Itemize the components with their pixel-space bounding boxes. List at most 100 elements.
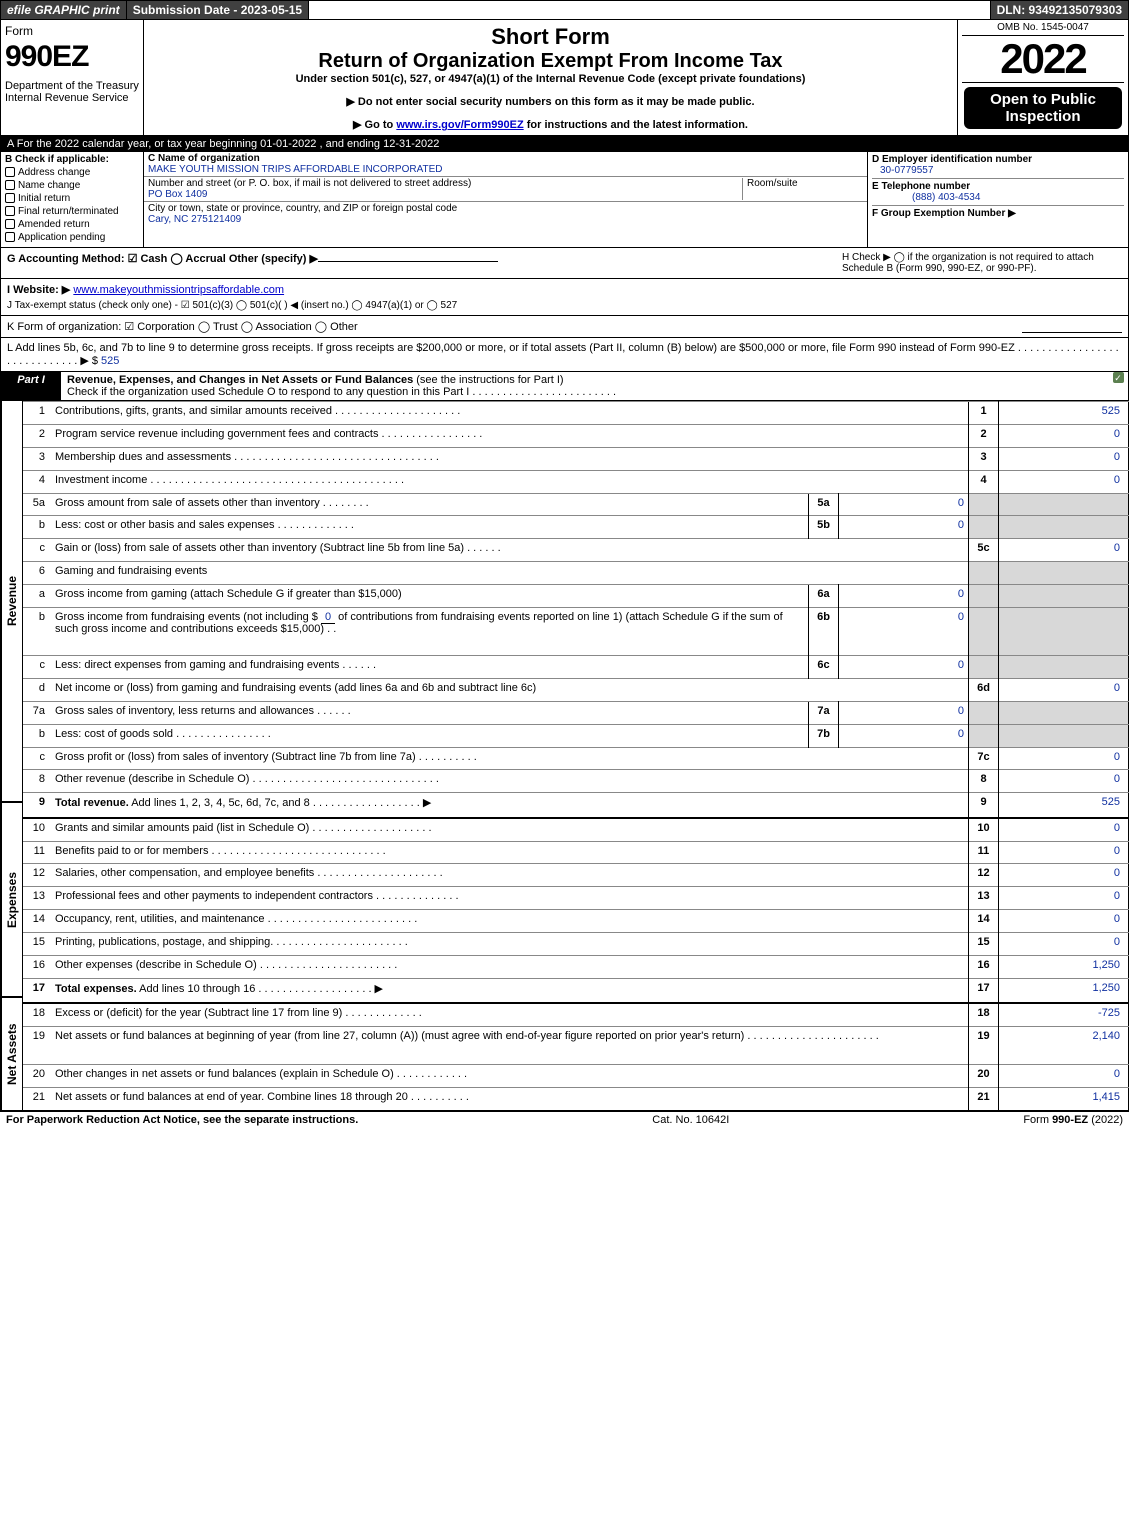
part-check: Check if the organization used Schedule … <box>67 386 616 398</box>
line-ref: 14 <box>969 910 999 933</box>
subtitle: Under section 501(c), 527, or 4947(a)(1)… <box>152 73 949 85</box>
line-ref: 11 <box>969 841 999 864</box>
line-ref: 21 <box>969 1087 999 1110</box>
g-other-input[interactable] <box>318 261 498 262</box>
line-number: 18 <box>23 1003 51 1026</box>
amount-gray <box>999 608 1129 656</box>
d-ein: D Employer identification number 30-0779… <box>872 154 1124 179</box>
line-ref: 17 <box>969 978 999 1003</box>
efile-print[interactable]: efile GRAPHIC print <box>1 1 127 19</box>
checkbox-icon[interactable] <box>5 232 15 242</box>
table-row: 3Membership dues and assessments . . . .… <box>23 447 1129 470</box>
vcol-gray <box>969 562 999 585</box>
line-number: c <box>23 656 51 679</box>
checkbox-icon[interactable] <box>5 193 15 203</box>
line-number: 16 <box>23 955 51 978</box>
checkbox-icon[interactable] <box>5 180 15 190</box>
k-other-input[interactable] <box>1022 320 1122 333</box>
table-row: 17Total expenses. Add lines 10 through 1… <box>23 978 1129 1003</box>
line-number: b <box>23 608 51 656</box>
line-ref: 19 <box>969 1027 999 1065</box>
omb-number: OMB No. 1545-0047 <box>962 22 1124 36</box>
amount: 0 <box>999 887 1129 910</box>
vcol-gray <box>969 701 999 724</box>
line-ref: 10 <box>969 818 999 841</box>
table-row: 1Contributions, gifts, grants, and simil… <box>23 402 1129 425</box>
open-inspection: Open to Public Inspection <box>964 87 1122 129</box>
topbar-spacer <box>309 1 990 19</box>
row-j: J Tax-exempt status (check only one) - ☑… <box>1 296 1128 316</box>
line-ref: 2 <box>969 424 999 447</box>
line-ref: 18 <box>969 1003 999 1026</box>
table-row: 19Net assets or fund balances at beginni… <box>23 1027 1129 1065</box>
sub-amount: 0 <box>839 724 969 747</box>
line-number: 1 <box>23 402 51 425</box>
sub-amount: 0 <box>839 608 969 656</box>
line-desc: Gain or (loss) from sale of assets other… <box>51 539 969 562</box>
submission-date: Submission Date - 2023-05-15 <box>127 1 309 19</box>
c-name-label: C Name of organization <box>148 153 260 164</box>
table-row: cGross profit or (loss) from sales of in… <box>23 747 1129 770</box>
amount: 0 <box>999 933 1129 956</box>
amount-gray <box>999 516 1129 539</box>
note-link: ▶ Go to www.irs.gov/Form990EZ for instru… <box>152 108 949 131</box>
line-number: a <box>23 585 51 608</box>
line-desc: Gross profit or (loss) from sales of inv… <box>51 747 969 770</box>
checkbox-icon[interactable] <box>5 219 15 229</box>
l-text: L Add lines 5b, 6c, and 7b to line 9 to … <box>7 342 1119 367</box>
table-row: aGross income from gaming (attach Schedu… <box>23 585 1129 608</box>
vcol-gray <box>969 585 999 608</box>
line-desc: Investment income . . . . . . . . . . . … <box>51 470 969 493</box>
amount: 0 <box>999 539 1129 562</box>
table-row: 21Net assets or fund balances at end of … <box>23 1087 1129 1110</box>
line-ref: 15 <box>969 933 999 956</box>
line-ref: 8 <box>969 770 999 793</box>
line-number: b <box>23 724 51 747</box>
irs-link[interactable]: www.irs.gov/Form990EZ <box>396 119 523 131</box>
checkbox-icon[interactable] <box>5 206 15 216</box>
line-desc: Gross income from fundraising events (no… <box>51 608 809 656</box>
note2-pre: ▶ Go to <box>353 119 396 131</box>
i-label: I Website: ▶ <box>7 284 70 296</box>
line-number: 11 <box>23 841 51 864</box>
table-row: 5aGross amount from sale of assets other… <box>23 493 1129 516</box>
amount-gray <box>999 724 1129 747</box>
side-expenses: Expenses <box>1 801 23 996</box>
amount: 525 <box>999 793 1129 818</box>
group-label: F Group Exemption Number ▶ <box>872 208 1016 219</box>
amount: 0 <box>999 470 1129 493</box>
sub-amount: 0 <box>839 585 969 608</box>
line-desc: Contributions, gifts, grants, and simila… <box>51 402 969 425</box>
b-item: Initial return <box>5 193 139 204</box>
header-mid: Short Form Return of Organization Exempt… <box>144 20 958 135</box>
b-item: Name change <box>5 180 139 191</box>
sub-line-label: 5a <box>809 493 839 516</box>
footer-left: For Paperwork Reduction Act Notice, see … <box>6 1114 358 1126</box>
footer-mid: Cat. No. 10642I <box>652 1114 729 1126</box>
amount-gray <box>999 493 1129 516</box>
line-desc: Other changes in net assets or fund bala… <box>51 1065 969 1088</box>
table-row: cLess: direct expenses from gaming and f… <box>23 656 1129 679</box>
line-number: b <box>23 516 51 539</box>
amount: 1,250 <box>999 978 1129 1003</box>
footer-left-text: For Paperwork Reduction Act Notice, see … <box>6 1114 358 1126</box>
line-desc: Gross amount from sale of assets other t… <box>51 493 809 516</box>
line-desc: Other revenue (describe in Schedule O) .… <box>51 770 969 793</box>
checkbox-icon[interactable] <box>5 167 15 177</box>
table-row: 14Occupancy, rent, utilities, and mainte… <box>23 910 1129 933</box>
amount: 2,140 <box>999 1027 1129 1065</box>
c-street-row: Number and street (or P. O. box, if mail… <box>144 177 867 202</box>
line-number: 4 <box>23 470 51 493</box>
line-desc: Printing, publications, postage, and shi… <box>51 933 969 956</box>
website-link[interactable]: www.makeyouthmissiontripsaffordable.com <box>73 284 284 296</box>
table-row: bGross income from fundraising events (n… <box>23 608 1129 656</box>
table-row: 10Grants and similar amounts paid (list … <box>23 818 1129 841</box>
line-number: 20 <box>23 1065 51 1088</box>
part-checkbox[interactable] <box>1108 372 1128 400</box>
line-ref: 12 <box>969 864 999 887</box>
amount-gray <box>999 585 1129 608</box>
sub-amount: 0 <box>839 656 969 679</box>
meta-rows: G Accounting Method: ☑ Cash ◯ Accrual Ot… <box>0 248 1129 372</box>
line-number: 5a <box>23 493 51 516</box>
line-desc: Net assets or fund balances at beginning… <box>51 1027 969 1065</box>
